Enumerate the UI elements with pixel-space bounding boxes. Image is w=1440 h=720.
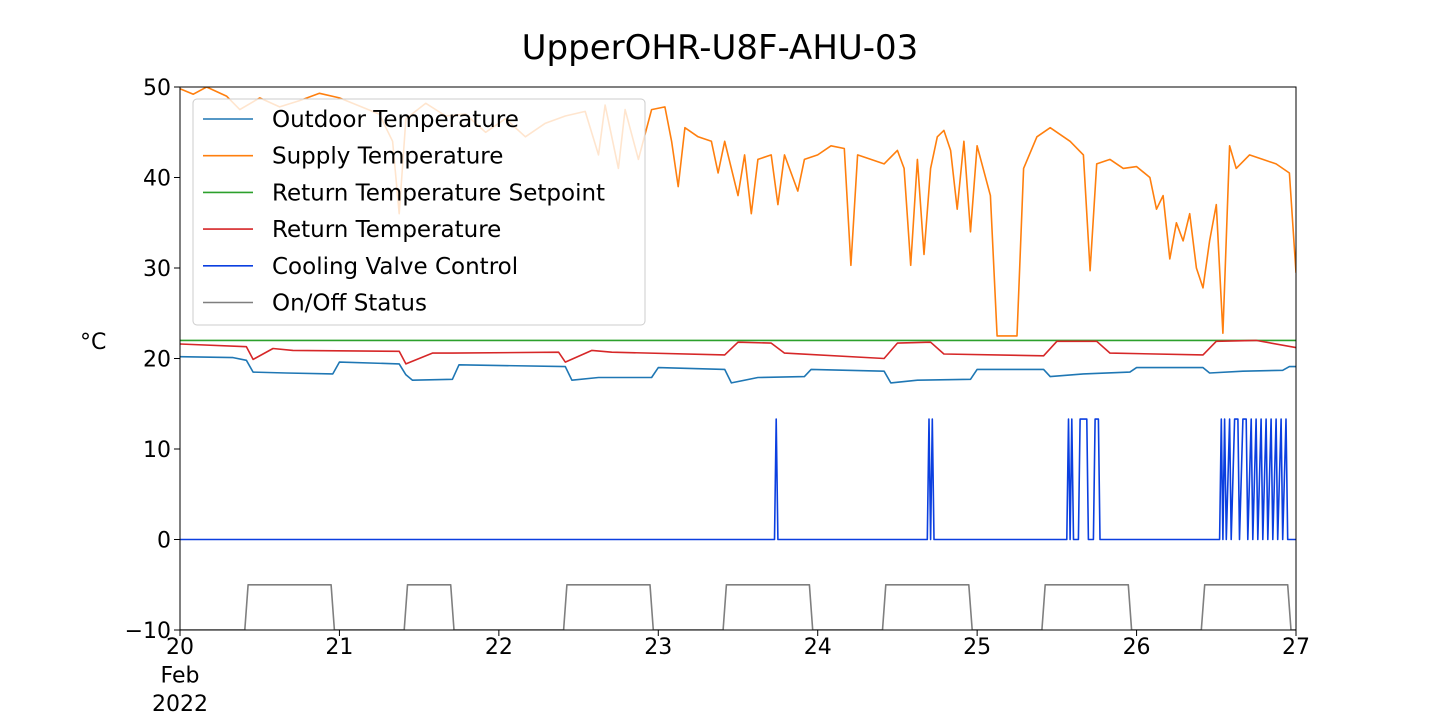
legend: Outdoor Temperature Supply Temperature Ret… xyxy=(192,98,646,326)
y-axis-label: °C xyxy=(80,330,107,355)
y-tick-label: −10 xyxy=(125,619,171,644)
series-line-outdoor-temperature xyxy=(180,355,1296,384)
y-tick-label: 10 xyxy=(143,438,171,463)
x-tick-label: 25 xyxy=(963,635,991,660)
y-tick-label: 40 xyxy=(143,167,171,192)
y-tick-label: 0 xyxy=(157,529,171,554)
x-tick-label: 2022 xyxy=(152,692,208,717)
x-tick-label: 24 xyxy=(804,635,832,660)
ticks-layer: −10 0 10 20 30 40 50 20 Feb 2022 21 22 23 24 25 26 27 xyxy=(125,76,1310,717)
x-tick-label: Feb xyxy=(161,664,200,689)
x-tick-label: 23 xyxy=(644,635,672,660)
legend-label-supply-temperature: Supply Temperature xyxy=(272,144,503,170)
chart-title: UpperOHR-U8F-AHU-03 xyxy=(521,28,919,68)
x-tick-label: 27 xyxy=(1282,635,1310,660)
x-tick-label: 22 xyxy=(485,635,513,660)
series-line-cooling-valve-control xyxy=(180,418,1296,541)
y-tick-label: 50 xyxy=(143,76,171,101)
legend-label-return-temperature: Return Temperature xyxy=(272,217,501,243)
legend-label-cooling-valve-control: Cooling Valve Control xyxy=(272,254,518,280)
legend-label-on-off-status: On/Off Status xyxy=(272,291,427,317)
y-tick-label: 30 xyxy=(143,257,171,282)
series-layer xyxy=(180,87,1296,630)
x-tick-label: 21 xyxy=(325,635,353,660)
legend-label-outdoor-temperature: Outdoor Temperature xyxy=(272,107,519,133)
legend-box xyxy=(192,98,646,326)
series-line-on-off-status xyxy=(180,583,1296,630)
y-tick-label: 20 xyxy=(143,348,171,373)
series-line-return-temperature xyxy=(180,339,1296,365)
x-tick-label: 20 xyxy=(166,635,194,660)
legend-label-return-temperature-setpoint: Return Temperature Setpoint xyxy=(272,180,605,206)
x-tick-label: 26 xyxy=(1123,635,1151,660)
